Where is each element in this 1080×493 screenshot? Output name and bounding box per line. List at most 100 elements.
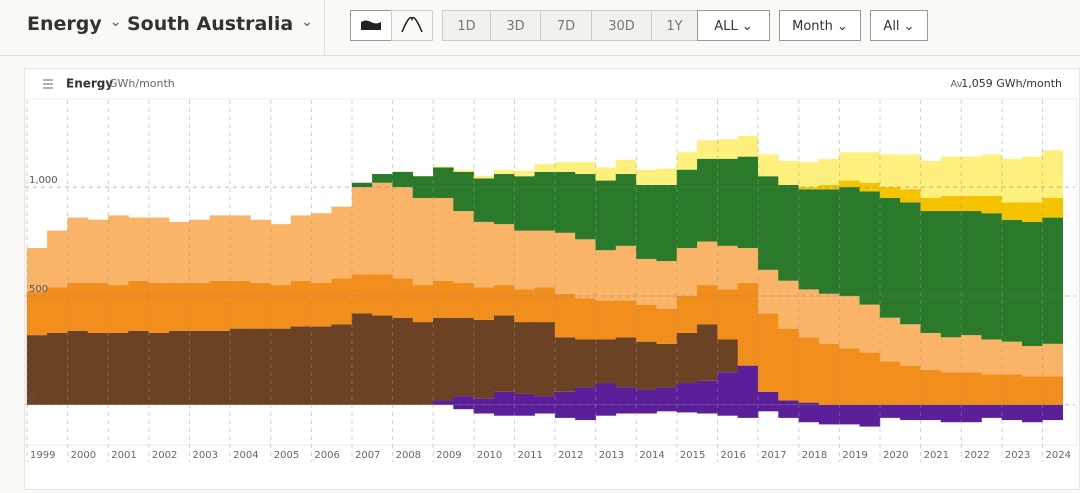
bar-segment: [433, 400, 454, 405]
range-button[interactable]: 30D: [591, 10, 652, 41]
bar-segment: [392, 317, 414, 405]
bar-segment: [453, 317, 475, 397]
bar-segment: [859, 404, 881, 427]
region-select[interactable]: South Australia: [127, 13, 313, 35]
x-tick-label: 2024: [1046, 450, 1071, 461]
bar-segment: [351, 274, 373, 314]
bar-segment: [148, 217, 170, 283]
bar-segment: [493, 174, 515, 225]
range-button[interactable]: ALL ⌄: [697, 10, 770, 41]
x-tick-label: 2013: [599, 450, 624, 461]
x-tick-label: 2006: [314, 450, 339, 461]
bar-segment: [879, 154, 901, 188]
x-tick-label: 2021: [924, 450, 949, 461]
bar-segment: [900, 202, 921, 325]
bar-segment: [697, 241, 718, 286]
bar-segment: [920, 197, 942, 212]
bar-segment: [676, 383, 698, 405]
bar-segment: [1021, 221, 1043, 347]
bar-segment: [473, 175, 495, 179]
bar-segment: [351, 187, 373, 275]
bar-segment: [656, 184, 678, 262]
bar-segment: [351, 313, 373, 405]
menu-icon[interactable]: [43, 79, 53, 89]
bar-segment: [392, 171, 414, 188]
area-chart-button[interactable]: [350, 10, 392, 41]
bar-segment: [798, 404, 820, 423]
bar-segment: [839, 180, 860, 188]
bar-segment: [392, 278, 414, 318]
bar-segment: [737, 282, 759, 366]
range-button[interactable]: 3D: [490, 10, 541, 41]
bar-segment: [87, 332, 109, 405]
bar-segment: [108, 215, 129, 286]
bar-segment: [290, 215, 312, 281]
bar-segment: [920, 404, 942, 421]
bar-segment: [473, 178, 495, 222]
summary-value: 1,059 GWh/month: [961, 77, 1062, 90]
bar-segment: [493, 224, 515, 286]
bar-segment: [575, 387, 596, 405]
bar-segment: [290, 326, 312, 405]
metric-select[interactable]: Energy: [27, 13, 121, 35]
bar-segment: [636, 258, 657, 305]
bar-segment: [168, 221, 190, 283]
bar-segment: [26, 335, 48, 405]
bar-segment: [981, 154, 1003, 196]
x-tick-label: 2005: [274, 450, 299, 461]
bar-segment: [818, 158, 840, 185]
bar-segment: [778, 328, 799, 401]
bar-segment: [636, 169, 657, 185]
bar-segment: [128, 330, 150, 405]
bar-segment: [1001, 374, 1023, 405]
bar-segment: [87, 282, 109, 333]
bar-segment: [168, 282, 190, 331]
bar-segment: [554, 404, 576, 418]
bar-segment: [697, 380, 718, 405]
bar-segment: [798, 189, 820, 290]
bar-segment: [798, 289, 820, 338]
bar-segment: [331, 206, 353, 279]
bar-segment: [757, 154, 779, 177]
x-tick-label: 2000: [71, 450, 96, 461]
bar-segment: [778, 400, 799, 405]
bar-segment: [900, 404, 921, 421]
bar-segment: [676, 332, 698, 384]
bar-segment: [961, 195, 982, 212]
bar-segment: [290, 280, 312, 327]
interval-select[interactable]: Month ⌄: [779, 10, 861, 41]
bar-segment: [615, 245, 637, 301]
filter-select[interactable]: All ⌄: [870, 10, 928, 41]
bar-segment: [900, 365, 921, 405]
bar-segment: [412, 285, 434, 323]
bar-segment: [656, 343, 678, 388]
bar-segment: [717, 245, 739, 290]
bar-segment: [818, 343, 840, 405]
bar-segment: [656, 387, 678, 405]
bar-segment: [839, 404, 860, 425]
x-tick-label: 2009: [436, 450, 461, 461]
bar-segment: [940, 337, 962, 373]
bar-segment: [940, 211, 962, 338]
bar-segment: [676, 404, 698, 413]
bar-segment: [250, 282, 271, 329]
bar-segment: [757, 176, 779, 270]
bar-segment: [26, 248, 48, 292]
x-tick-label: 2017: [761, 450, 786, 461]
bar-segment: [514, 322, 535, 394]
x-tick-label: 2015: [680, 450, 705, 461]
bar-segment: [859, 304, 881, 353]
bar-segment: [1021, 404, 1043, 423]
bar-segment: [229, 215, 251, 281]
curve-chart-button[interactable]: [391, 10, 433, 41]
bar-segment: [392, 187, 414, 279]
bar-segment: [453, 396, 475, 405]
bar-segment: [148, 332, 170, 405]
bar-segment: [47, 230, 68, 288]
bar-segment: [595, 250, 617, 301]
range-label: ALL: [714, 19, 738, 34]
bar-segment: [656, 404, 678, 412]
bar-segment: [514, 230, 535, 290]
range-button[interactable]: 1Y: [651, 10, 698, 41]
